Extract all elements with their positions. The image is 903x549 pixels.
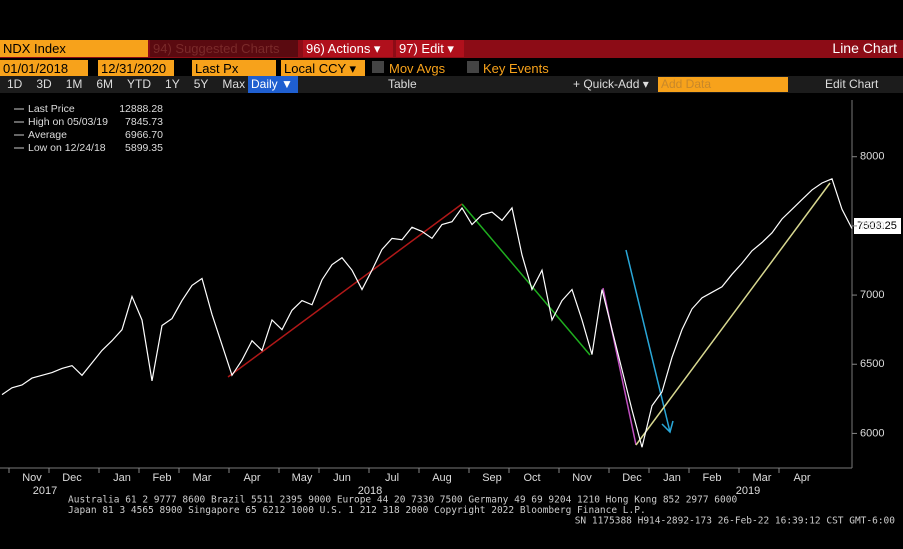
footer-line: Japan 81 3 4565 8900 Singapore 65 6212 1…	[68, 505, 646, 516]
checkbox[interactable]	[372, 61, 384, 73]
legend-value: 5899.35	[125, 142, 163, 154]
x-tick-label: Dec	[622, 472, 642, 484]
legend-box	[2, 100, 166, 156]
plot-area	[0, 100, 852, 468]
key-events[interactable]: Key Events	[480, 60, 560, 77]
legend-value: 7845.73	[125, 116, 163, 128]
x-tick-label: Aug	[432, 472, 452, 484]
footer-line: SN 1175388 H914-2892-173 26-Feb-22 16:39…	[575, 516, 896, 527]
x-tick-label: Apr	[243, 472, 260, 484]
x-tick-label: Sep	[482, 472, 502, 484]
y-tick-label: 6000	[860, 427, 884, 439]
start-date[interactable]: 01/01/2018	[0, 60, 88, 77]
x-tick-label: Feb	[703, 472, 722, 484]
period-button[interactable]: Max	[222, 77, 246, 91]
frequency[interactable]: Daily ▼	[248, 76, 298, 93]
year-label: 2017	[33, 485, 57, 497]
x-tick-label: Mar	[193, 472, 212, 484]
legend-label: High on 05/03/19	[28, 116, 108, 128]
trend-line	[461, 203, 591, 356]
x-tick-label: May	[292, 472, 313, 484]
ticker[interactable]: NDX Index	[0, 40, 148, 57]
y-tick-label: 7500	[860, 220, 884, 232]
quick-add[interactable]: + Quick-Add ▾	[573, 77, 649, 91]
legend-value: 12888.28	[119, 103, 163, 115]
period-button[interactable]: 5Y	[193, 77, 209, 91]
actions-menu[interactable]: 96) Actions ▾	[303, 40, 393, 57]
end-date[interactable]: 12/31/2020	[98, 60, 174, 77]
y-tick-label: 6500	[860, 358, 884, 370]
trend-arrow	[625, 249, 671, 433]
arrow-head	[661, 420, 674, 434]
year-label: 2018	[358, 485, 382, 497]
period-button[interactable]: 1M	[65, 77, 83, 91]
year-label: 2019	[736, 485, 760, 497]
footer-line: Australia 61 2 9777 8600 Brazil 5511 239…	[68, 495, 737, 506]
legend-label: Last Price	[28, 103, 75, 115]
x-tick-label: Jun	[333, 472, 351, 484]
x-tick-label: Oct	[523, 472, 540, 484]
x-tick-label: Jan	[113, 472, 131, 484]
x-tick-label: Nov	[572, 472, 592, 484]
x-tick-label: Nov	[22, 472, 42, 484]
last-value-box	[854, 218, 901, 234]
legend-value: 6966.70	[125, 129, 163, 141]
x-tick-label: Dec	[62, 472, 82, 484]
edit-menu[interactable]: 97) Edit ▾	[396, 40, 464, 57]
x-tick-label: Jan	[663, 472, 681, 484]
period-buttons: 1D 3D 1M 6M YTD 1Y 5Y Max	[2, 76, 254, 93]
trend-line	[635, 182, 831, 446]
x-tick-label: Feb	[153, 472, 172, 484]
currency[interactable]: Local CCY ▾	[281, 60, 365, 77]
period-button[interactable]: 3D	[36, 77, 52, 91]
y-tick-label: 7000	[860, 289, 884, 301]
price-line	[1, 178, 853, 448]
period-button[interactable]: 1D	[7, 77, 23, 91]
y-tick-label: 8000	[860, 151, 884, 163]
x-tick-label: Mar	[753, 472, 772, 484]
mov-avgs[interactable]: Mov Avgs	[386, 60, 460, 77]
last-value-label: 7503.25	[857, 220, 897, 232]
edit-chart[interactable]: Edit Chart	[825, 77, 879, 91]
period-button[interactable]: YTD	[127, 77, 152, 91]
chart-kind: Line Chart	[832, 40, 897, 56]
period-button[interactable]: 1Y	[165, 77, 180, 91]
legend-label: Low on 12/24/18	[28, 142, 106, 154]
add-data[interactable]: Add Data	[658, 77, 788, 92]
period-button[interactable]: 6M	[96, 77, 114, 91]
table-button[interactable]: Table	[388, 77, 417, 91]
field[interactable]: Last Px	[192, 60, 276, 77]
x-tick-label: Apr	[793, 472, 810, 484]
suggested-charts[interactable]: 94) Suggested Charts	[150, 40, 298, 57]
x-tick-label: Jul	[385, 472, 399, 484]
legend-label: Average	[28, 129, 67, 141]
checkbox[interactable]	[467, 61, 479, 73]
